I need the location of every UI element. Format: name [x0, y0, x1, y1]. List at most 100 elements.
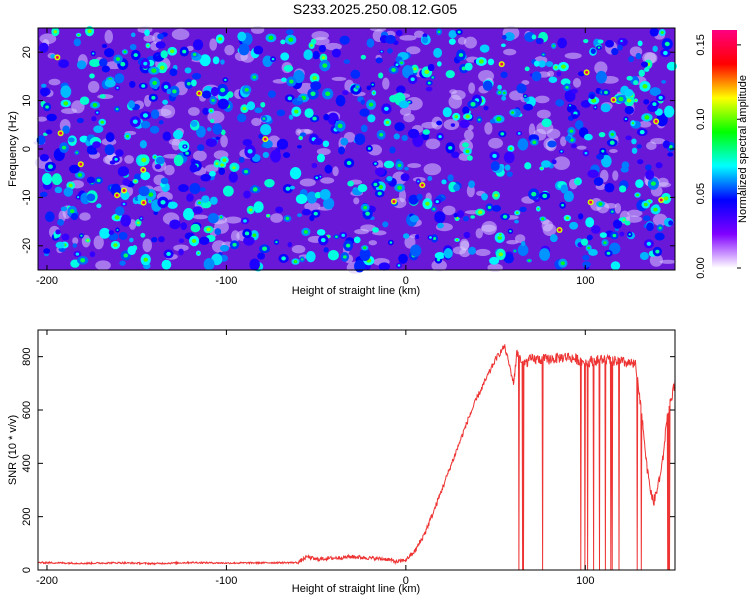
spectrogram-blob [668, 220, 674, 226]
spectrogram-blob [667, 152, 674, 157]
spectrogram-blob [633, 80, 639, 86]
spectrogram-blob [393, 133, 400, 140]
spectrogram-blob [92, 141, 101, 149]
spectrogram-blob [116, 229, 119, 231]
snr-x-axis-label: Height of straight line (km) [292, 583, 420, 595]
spectrogram-blob [620, 39, 623, 43]
spectrogram-blob [569, 104, 572, 107]
spectrogram-blob [206, 127, 212, 132]
spectrogram-blob [155, 41, 166, 49]
spectrogram-blob [311, 31, 329, 41]
spectrogram-blob [323, 247, 329, 253]
spectrogram-blob [628, 55, 635, 63]
spectrogram-blob [462, 106, 470, 115]
spectrogram-blob [285, 29, 294, 35]
spectrogram-blob [354, 228, 369, 235]
spectrogram-blob [322, 140, 330, 148]
spectrogram-blob [641, 61, 649, 68]
spectrogram-blob [178, 248, 184, 256]
spectrogram-blob [125, 134, 130, 138]
spectrogram-blob [218, 37, 223, 41]
spectrogram-blob [63, 101, 69, 106]
spectrogram-blob [519, 206, 527, 213]
spectrogram-blob [465, 149, 470, 154]
spectrogram-blob [448, 38, 456, 45]
spectrogram-blob [343, 59, 350, 64]
spectrogram-blob [637, 159, 644, 165]
spectrogram-blob [643, 99, 650, 105]
spectrogram-blob [287, 96, 293, 101]
spectrogram-blob [161, 259, 172, 270]
x-tick-label: 100 [576, 275, 594, 287]
spectrogram-blob [322, 63, 328, 68]
spectrogram-blob [621, 161, 630, 170]
spectrogram-blob [487, 58, 495, 66]
spectrogram-blob [624, 118, 628, 121]
spectrogram-blob [501, 35, 507, 40]
spectrogram-blob [95, 260, 111, 271]
spectrogram-blob [483, 105, 489, 111]
spectrogram-blob [660, 31, 664, 34]
spectrogram-blob [453, 213, 459, 218]
spectrogram-blob [69, 164, 80, 174]
spectrogram-blob [237, 31, 247, 42]
spectrogram-blob [182, 49, 187, 54]
spectrogram-blob [86, 145, 97, 155]
spectrogram-blob [57, 219, 65, 226]
spectrogram-blob [92, 52, 95, 55]
spectrogram-blob [619, 185, 627, 193]
spectrogram-blob [569, 129, 574, 133]
spectrogram-blob [663, 196, 669, 201]
spectrogram-blob [115, 206, 125, 216]
spectrogram-blob [114, 215, 120, 220]
spectrogram-blob [142, 238, 153, 253]
spectrogram-blob [299, 137, 302, 139]
spectrogram-blob [618, 96, 624, 102]
spectrogram-blob [468, 246, 477, 255]
spectrogram-blob [654, 119, 658, 123]
spectrogram-blob [93, 125, 104, 133]
spectrogram-blob [403, 113, 415, 123]
spectrogram-blob [611, 210, 614, 213]
spectrogram-blob [434, 251, 445, 260]
spectrogram-blob [312, 76, 317, 81]
spectrogram-blob [166, 88, 172, 95]
spectrogram-blob [646, 241, 652, 246]
spectrogram-blob [625, 215, 643, 223]
spectrogram-blob [658, 95, 663, 100]
spectrogram-blob [392, 199, 396, 203]
spectrogram-blob [397, 185, 403, 190]
spectrogram-blob [624, 106, 635, 115]
spectrogram-blob [497, 84, 502, 90]
x-tick-label: -100 [215, 575, 237, 587]
spectrogram-blob [205, 138, 217, 147]
spectrogram-blob [72, 237, 79, 245]
spectrogram-blob [437, 30, 441, 34]
spectrogram-blob [191, 72, 202, 80]
spectrogram-blob [264, 178, 275, 188]
spectrogram-blob [79, 162, 83, 166]
spectrogram-blob [59, 131, 63, 135]
spectrogram-blob [227, 91, 234, 98]
spectrogram-blob [551, 159, 557, 165]
spectrogram-blob [101, 65, 110, 73]
spectrogram-blob [459, 119, 470, 129]
spectrogram-blob [299, 178, 316, 187]
spectrogram-blob [515, 211, 519, 214]
spectrogram-blob [561, 64, 566, 69]
spectrogram-blob [504, 164, 511, 171]
spectrogram-blob [537, 207, 540, 210]
colorbar-tick-label: 0.10 [695, 109, 707, 130]
spectrogram-blob [523, 103, 534, 111]
spectrogram-blob [509, 230, 512, 233]
spectrogram-blob [555, 99, 565, 107]
spectrogram-blob [652, 45, 658, 52]
spectrogram-blob [409, 215, 420, 223]
y-tick-label: 10 [21, 94, 33, 106]
spectrogram-blob [548, 76, 558, 83]
spectrogram-blob [354, 133, 366, 146]
spectrogram-blob [582, 254, 590, 261]
spectrogram-blob [244, 87, 249, 92]
spectrogram-blob [517, 138, 529, 151]
spectrogram-blob [398, 100, 409, 109]
